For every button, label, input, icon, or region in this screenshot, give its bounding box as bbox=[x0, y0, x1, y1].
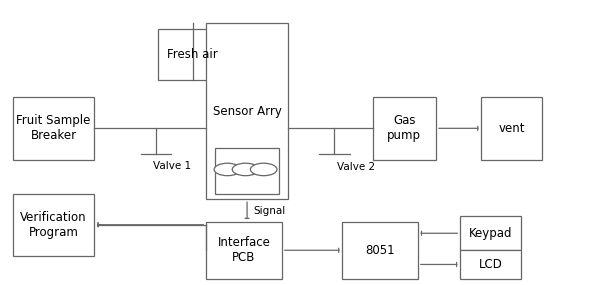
FancyBboxPatch shape bbox=[206, 222, 282, 279]
FancyBboxPatch shape bbox=[460, 250, 521, 279]
Text: Signal: Signal bbox=[253, 205, 285, 215]
Text: Interface
PCB: Interface PCB bbox=[218, 236, 270, 264]
FancyBboxPatch shape bbox=[215, 148, 279, 194]
Text: Valve 1: Valve 1 bbox=[153, 161, 191, 171]
Text: Fresh air: Fresh air bbox=[167, 48, 218, 61]
Circle shape bbox=[250, 163, 277, 176]
Text: LCD: LCD bbox=[479, 258, 502, 271]
Text: Verification
Program: Verification Program bbox=[20, 211, 87, 239]
FancyBboxPatch shape bbox=[158, 29, 227, 80]
Text: Valve 2: Valve 2 bbox=[338, 162, 376, 172]
FancyBboxPatch shape bbox=[342, 222, 418, 279]
Text: vent: vent bbox=[498, 122, 525, 135]
Text: Gas
pump: Gas pump bbox=[387, 114, 421, 142]
FancyBboxPatch shape bbox=[481, 97, 542, 160]
Text: Fruit Sample
Breaker: Fruit Sample Breaker bbox=[16, 114, 91, 142]
FancyBboxPatch shape bbox=[206, 23, 288, 199]
Text: 8051: 8051 bbox=[365, 244, 395, 257]
FancyBboxPatch shape bbox=[13, 97, 95, 160]
Circle shape bbox=[232, 163, 259, 176]
FancyBboxPatch shape bbox=[13, 194, 95, 256]
Circle shape bbox=[214, 163, 241, 176]
FancyBboxPatch shape bbox=[460, 216, 521, 250]
FancyBboxPatch shape bbox=[373, 97, 436, 160]
Text: Sensor Arry: Sensor Arry bbox=[213, 105, 282, 118]
Text: Keypad: Keypad bbox=[468, 227, 512, 240]
